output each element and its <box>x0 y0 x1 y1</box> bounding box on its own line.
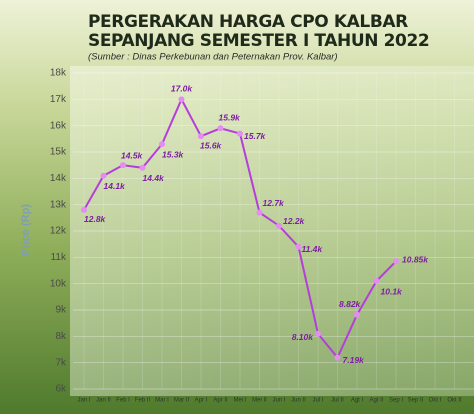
y-tick-label: 11k <box>51 252 67 263</box>
marker <box>100 172 107 179</box>
marker <box>276 222 282 229</box>
marker <box>139 164 146 171</box>
y-tick-label: 12k <box>50 226 67 237</box>
data-label: 14.4k <box>143 173 166 183</box>
x-tick-label: Jan I <box>77 398 90 404</box>
x-tick-label: Mei I <box>233 398 246 404</box>
marker <box>334 354 341 361</box>
plot-area <box>70 66 474 396</box>
data-label: 8.10k <box>292 332 315 342</box>
marker <box>237 130 243 137</box>
y-tick-label: 7k <box>55 357 67 368</box>
marker <box>295 243 302 250</box>
x-tick-label: Jul I <box>312 398 323 404</box>
x-tick-label: Jul II <box>331 398 344 404</box>
data-label: 15.6k <box>200 140 223 150</box>
y-tick-label: 9k <box>55 305 67 316</box>
plot: 6k 7k 8k 9k 10k 11k 12k 13k 14k 15k 16k 17k 18k Jan I… <box>50 68 474 404</box>
y-tick-label: 14k <box>50 173 67 184</box>
data-label: 12.8k <box>84 214 107 224</box>
data-label: 17.0k <box>171 84 194 94</box>
x-tick-label: Jun II <box>291 398 306 404</box>
y-tick-label: 17k <box>50 94 67 105</box>
chart-subtitle: SEPANJANG SEMESTER I TAHUN 2022 <box>88 31 429 51</box>
y-tick-label: 13k <box>50 199 67 210</box>
data-label: 8.82k <box>339 299 362 309</box>
marker <box>120 162 126 169</box>
x-tick-label: Mei II <box>252 398 267 404</box>
data-label: 15.7k <box>244 131 267 141</box>
marker <box>256 209 263 216</box>
x-tick-label: Jan II <box>96 398 111 404</box>
y-tick-label: 16k <box>50 120 67 131</box>
x-tick-label: Apr II <box>213 398 228 404</box>
x-tick-label: Sep II <box>408 398 424 404</box>
data-label: 10.1k <box>381 286 404 296</box>
y-tick-label: 18k <box>50 68 67 79</box>
y-axis-label: Price (Rp) <box>20 204 32 256</box>
x-tick-label: Sep I <box>389 398 403 404</box>
x-tick-label: Agt I <box>351 398 364 404</box>
x-tick-label: Okt I <box>429 398 442 404</box>
y-tick-label: 6k <box>55 384 67 395</box>
marker <box>178 96 185 103</box>
marker <box>393 258 399 265</box>
data-label: 11.4k <box>302 244 324 254</box>
marker <box>217 125 224 132</box>
y-tick-label: 8k <box>55 331 67 342</box>
x-tick-label: Jun I <box>272 398 285 404</box>
x-tick-label: Agt II <box>369 398 383 404</box>
marker <box>159 141 165 148</box>
y-tick-label: 10k <box>50 278 67 289</box>
data-label: 15.3k <box>162 149 185 159</box>
data-label: 7.19k <box>343 355 366 365</box>
data-label: 14.5k <box>121 150 144 160</box>
data-label: 12.7k <box>263 198 286 208</box>
data-label: 10.85k <box>402 255 429 265</box>
y-tick-label: 15k <box>50 147 67 158</box>
x-tick-label: Feb II <box>135 398 151 404</box>
marker <box>81 206 87 213</box>
x-tick-label: Okt II <box>447 398 462 404</box>
data-label: 12.2k <box>283 216 306 226</box>
marker <box>198 133 204 140</box>
x-tick-label: Mar II <box>174 398 190 404</box>
marker <box>354 311 360 318</box>
x-tick-label: Mar I <box>155 398 169 404</box>
x-tick-label: Feb I <box>116 398 130 404</box>
data-label: 15.9k <box>219 113 242 123</box>
chart-title: PERGERAKAN HARGA CPO KALBAR <box>88 12 408 32</box>
marker <box>315 330 321 337</box>
source: (Sumber : Dinas Perkebunan dan Peternaka… <box>88 52 338 63</box>
marker <box>373 278 380 285</box>
x-tick-label: Apr I <box>195 398 208 404</box>
data-label: 14.1k <box>104 181 127 191</box>
